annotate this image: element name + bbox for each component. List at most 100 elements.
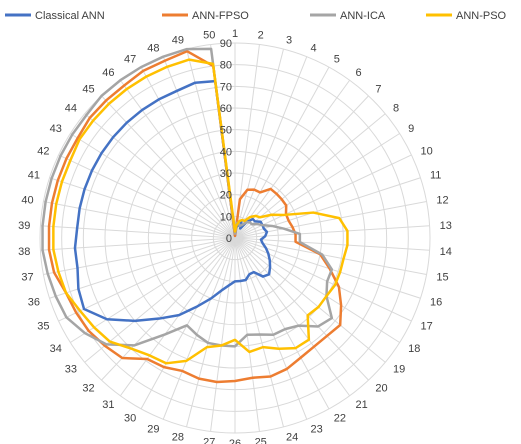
- category-label: 21: [356, 399, 368, 411]
- category-label: 16: [430, 296, 442, 308]
- category-label: 1: [232, 28, 238, 40]
- category-label: 37: [21, 271, 33, 283]
- category-label: 18: [408, 343, 420, 355]
- spoke-line: [140, 237, 236, 410]
- category-label: 46: [102, 67, 114, 79]
- category-label: 28: [172, 432, 184, 444]
- series-line-classical-ann: [73, 79, 272, 323]
- category-label: 17: [420, 320, 432, 332]
- radial-tick-label: 20: [220, 190, 232, 202]
- category-label: 27: [203, 436, 215, 444]
- category-label: 47: [124, 53, 136, 65]
- category-label: 15: [436, 271, 448, 283]
- category-label: 13: [440, 220, 452, 232]
- series-line-ann-ica: [41, 47, 334, 348]
- category-label: 48: [147, 42, 159, 54]
- radar-spokes: [40, 43, 430, 433]
- radial-tick-label: 0: [226, 233, 232, 245]
- category-label: 19: [393, 364, 405, 376]
- category-label: 12: [436, 195, 448, 207]
- spoke-line: [234, 56, 308, 239]
- category-label: 49: [172, 34, 184, 46]
- spoke-line: [234, 237, 427, 276]
- spoke-line: [234, 237, 412, 322]
- category-label: 44: [65, 102, 77, 114]
- category-label: 11: [430, 170, 441, 182]
- spoke-line: [40, 237, 236, 251]
- radial-tick-label: 70: [220, 81, 232, 93]
- category-label: 40: [21, 195, 33, 207]
- spoke-line: [234, 237, 369, 381]
- spoke-line: [40, 225, 236, 239]
- spoke-line: [140, 66, 236, 239]
- radial-tick-label: 50: [220, 125, 232, 137]
- spoke-line: [234, 95, 369, 239]
- spoke-line: [234, 237, 308, 420]
- category-label: 5: [334, 53, 340, 65]
- legend-label: ANN-ICA: [340, 10, 386, 22]
- category-label: 22: [334, 413, 346, 425]
- spoke-line: [186, 49, 236, 239]
- spoke-line: [119, 237, 236, 397]
- category-label: 23: [310, 424, 322, 436]
- category-label: 3: [286, 34, 292, 46]
- category-label: 9: [408, 123, 414, 135]
- legend-label: ANN-FPSO: [192, 10, 249, 22]
- category-label: 26: [229, 438, 241, 444]
- spoke-line: [210, 237, 236, 432]
- category-label: 20: [375, 382, 387, 394]
- category-label: 50: [203, 30, 215, 42]
- spoke-line: [70, 133, 236, 239]
- category-label: 42: [37, 146, 49, 158]
- spoke-line: [58, 154, 236, 239]
- radial-tick-label: 80: [220, 60, 232, 72]
- category-label: 36: [28, 296, 40, 308]
- spoke-line: [234, 237, 386, 363]
- category-label: 10: [420, 146, 432, 158]
- category-label: 2: [258, 30, 264, 42]
- category-label: 30: [124, 413, 136, 425]
- spoke-line: [234, 237, 284, 427]
- radial-tick-label: 10: [220, 211, 232, 223]
- spoke-line: [162, 237, 236, 420]
- radial-tick-label: 60: [220, 103, 232, 115]
- spoke-line: [234, 49, 284, 239]
- category-label: 34: [50, 343, 62, 355]
- spoke-line: [49, 177, 236, 239]
- category-label: 7: [375, 84, 381, 96]
- category-label: 35: [37, 320, 49, 332]
- spoke-line: [119, 79, 236, 239]
- category-label: 32: [82, 382, 94, 394]
- spoke-line: [70, 237, 236, 343]
- category-label: 31: [102, 399, 114, 411]
- series-line-ann-pso: [52, 58, 349, 365]
- category-labels: 1 2 34567891011121314151617181920212223242…: [18, 28, 452, 444]
- spoke-line: [186, 237, 236, 427]
- category-label: 14: [440, 246, 452, 258]
- category-label: 43: [50, 123, 62, 135]
- spoke-line: [43, 237, 236, 276]
- spoke-line: [234, 237, 351, 397]
- category-label: 41: [28, 170, 40, 182]
- series-lines: [41, 47, 349, 384]
- radial-tick-labels: 0 10 20 30 40 50 60 70 80 90: [220, 38, 232, 245]
- category-label: 6: [356, 67, 362, 79]
- category-label: 24: [286, 432, 298, 444]
- spoke-line: [43, 200, 236, 239]
- spoke-line: [234, 237, 330, 410]
- category-label: 38: [18, 246, 30, 258]
- spoke-line: [101, 237, 236, 381]
- series-line-ann-fpso: [47, 49, 343, 384]
- spoke-line: [234, 66, 330, 239]
- category-label: 25: [255, 436, 267, 444]
- category-label: 39: [18, 220, 30, 232]
- legend-label: Classical ANN: [35, 10, 105, 22]
- category-label: 4: [310, 42, 316, 54]
- category-label: 45: [82, 84, 94, 96]
- spoke-line: [234, 177, 421, 239]
- category-label: 29: [147, 424, 159, 436]
- legend: Classical ANN ANN-FPSO ANN-ICA ANN-PSO: [5, 10, 507, 22]
- spoke-line: [101, 95, 236, 239]
- radial-tick-label: 30: [220, 168, 232, 180]
